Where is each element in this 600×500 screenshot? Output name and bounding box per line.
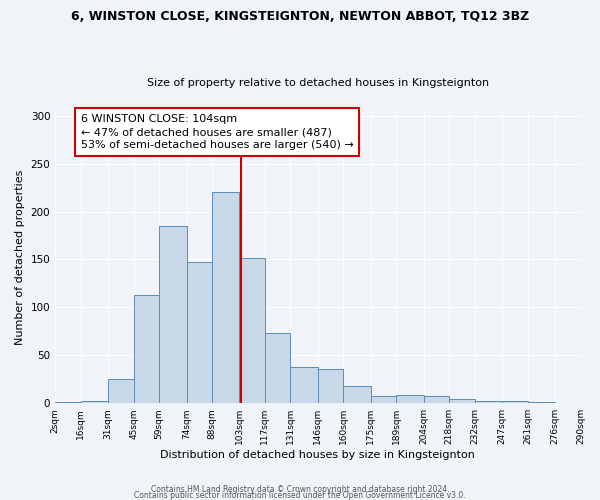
Title: Size of property relative to detached houses in Kingsteignton: Size of property relative to detached ho…	[147, 78, 489, 88]
X-axis label: Distribution of detached houses by size in Kingsteignton: Distribution of detached houses by size …	[160, 450, 475, 460]
Text: 6, WINSTON CLOSE, KINGSTEIGNTON, NEWTON ABBOT, TQ12 3BZ: 6, WINSTON CLOSE, KINGSTEIGNTON, NEWTON …	[71, 10, 529, 23]
Bar	[424, 396, 449, 403]
Bar	[265, 334, 290, 403]
Bar	[527, 402, 555, 403]
Bar	[134, 295, 159, 403]
Bar	[502, 402, 527, 403]
Bar	[396, 394, 424, 403]
Bar	[318, 368, 343, 403]
Bar	[81, 402, 108, 403]
Bar	[290, 367, 318, 403]
Bar	[239, 258, 265, 403]
Bar	[108, 380, 134, 403]
Bar	[449, 400, 475, 403]
Bar	[343, 386, 371, 403]
Bar	[187, 262, 212, 403]
Bar	[371, 396, 396, 403]
Text: Contains HM Land Registry data © Crown copyright and database right 2024.: Contains HM Land Registry data © Crown c…	[151, 484, 449, 494]
Y-axis label: Number of detached properties: Number of detached properties	[15, 170, 25, 345]
Bar	[212, 192, 239, 403]
Text: 6 WINSTON CLOSE: 104sqm
← 47% of detached houses are smaller (487)
53% of semi-d: 6 WINSTON CLOSE: 104sqm ← 47% of detache…	[81, 114, 353, 150]
Text: Contains public sector information licensed under the Open Government Licence v3: Contains public sector information licen…	[134, 490, 466, 500]
Bar	[159, 226, 187, 403]
Bar	[55, 402, 81, 403]
Bar	[475, 402, 502, 403]
